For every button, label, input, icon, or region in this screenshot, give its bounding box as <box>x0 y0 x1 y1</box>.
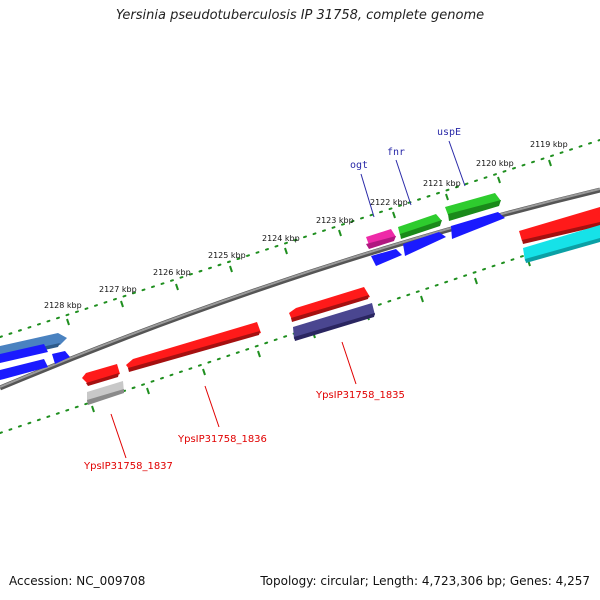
gene-label-fnr: fnr <box>387 147 405 158</box>
gene-blue-ogt-row <box>371 249 402 266</box>
leader-1835 <box>341 341 357 385</box>
leader-uspE <box>448 140 466 187</box>
kbp-label: 2123 kbp <box>316 216 354 225</box>
kbp-label: 2126 kbp <box>153 268 191 277</box>
tick <box>66 318 70 326</box>
tick <box>548 159 552 167</box>
leader-fnr <box>395 159 412 206</box>
tick <box>202 368 206 376</box>
map-title: Yersinia pseudotuberculosis IP 31758, co… <box>115 8 485 23</box>
genome-backbone <box>0 187 600 391</box>
kbp-label: 2125 kbp <box>208 251 246 260</box>
kbp-labels: 2119 kbp 2120 kbp 2121 kbp 2122 kbp 2123… <box>44 140 568 310</box>
tick <box>420 295 424 303</box>
tick <box>257 350 261 358</box>
gene-blue-uspE-row <box>451 212 505 239</box>
genome-backbone-highlight <box>0 188 600 388</box>
gene-1835-slate <box>293 303 375 341</box>
kbp-label: 2128 kbp <box>44 301 82 310</box>
tick <box>392 211 396 219</box>
topology-text: Topology: circular; Length: 4,723,306 bp… <box>260 574 590 588</box>
gene-label-1837: YpsIP31758_1837 <box>83 461 173 472</box>
tick <box>175 283 179 291</box>
kbp-label: 2122 kbp <box>370 198 408 207</box>
tick <box>445 193 449 201</box>
tick <box>497 176 501 184</box>
gene-label-1835: YpsIP31758_1835 <box>315 390 405 401</box>
kbp-label: 2121 kbp <box>423 179 461 188</box>
leader-1837 <box>110 413 127 459</box>
tick <box>338 229 342 237</box>
tick <box>229 265 233 273</box>
accession-text: Accession: NC_009708 <box>9 574 146 588</box>
gene-ogt <box>366 229 396 249</box>
gene-cyan-right <box>523 225 600 263</box>
tick <box>91 405 95 413</box>
label-leaders <box>110 140 466 459</box>
leader-ogt <box>360 173 375 218</box>
gene-1837-gray <box>87 381 124 405</box>
gene-red-right <box>519 207 600 244</box>
gene-label-1836: YpsIP31758_1836 <box>177 434 267 445</box>
gene-fnr <box>398 214 442 239</box>
gene-1836-red <box>126 322 261 372</box>
tick <box>474 277 478 285</box>
tick <box>120 300 124 308</box>
outer-ruler-ticks <box>66 159 552 326</box>
gene-blue-fnr-row <box>403 232 446 256</box>
gene-label-uspE: uspE <box>437 127 461 138</box>
gene-1837-red <box>82 364 120 386</box>
tick <box>146 387 150 395</box>
gene-blue-left-row2 <box>0 351 70 380</box>
kbp-label: 2120 kbp <box>476 159 514 168</box>
gene-blue-left-row1 <box>0 344 48 363</box>
gene-uspE <box>445 193 501 221</box>
kbp-label: 2119 kbp <box>530 140 568 149</box>
tick <box>284 247 288 255</box>
kbp-label: 2127 kbp <box>99 285 137 294</box>
gene-label-ogt: ogt <box>350 160 368 171</box>
kbp-label: 2124 kbp <box>262 234 300 243</box>
gene-1835-red <box>289 287 370 322</box>
leader-1836 <box>204 385 220 428</box>
